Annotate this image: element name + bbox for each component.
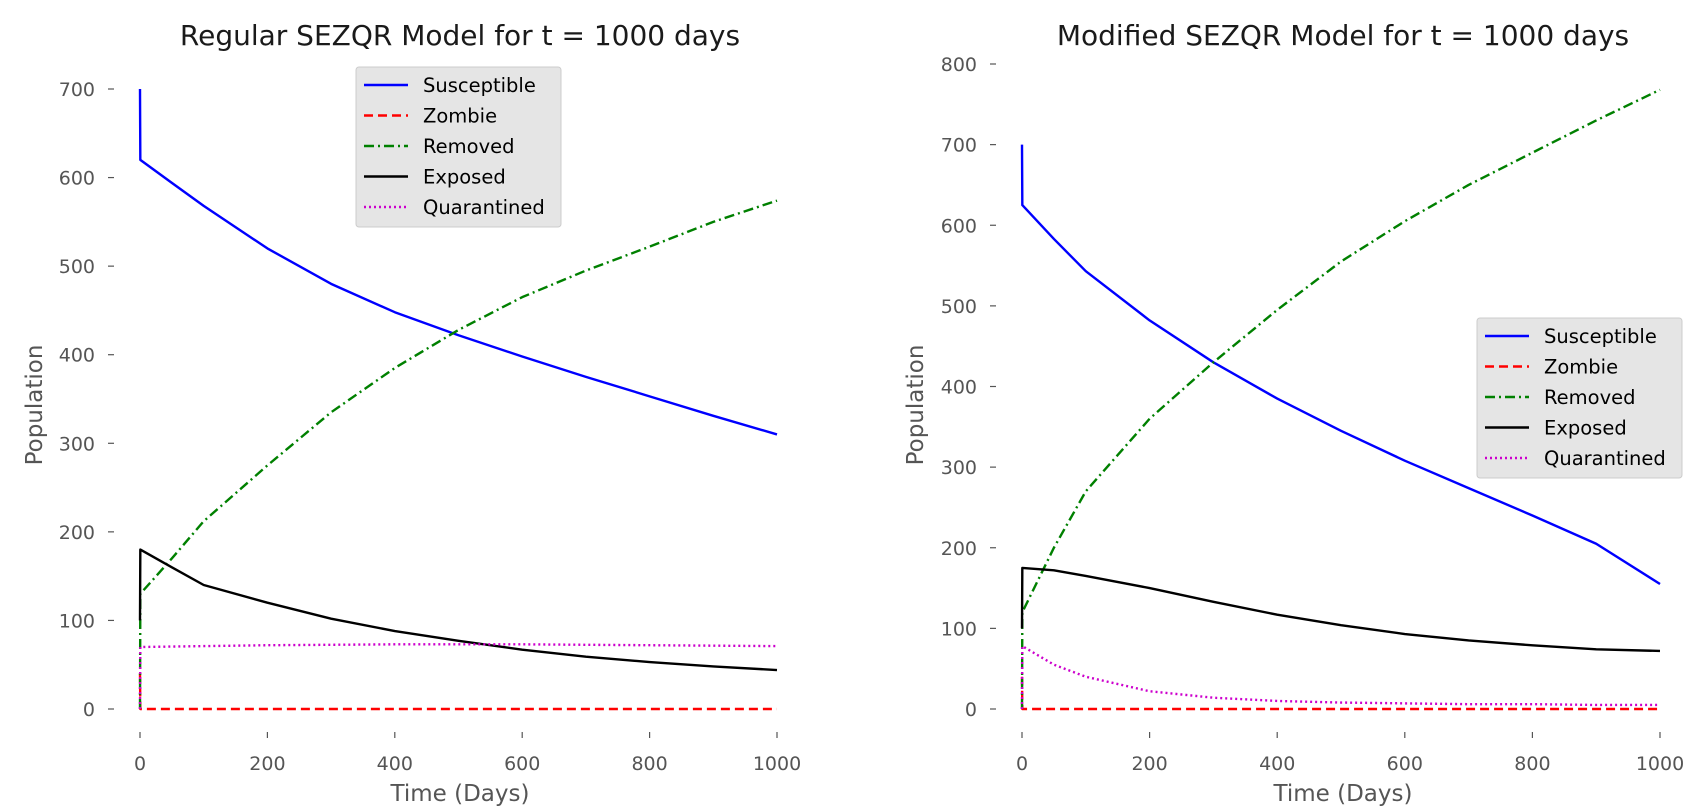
lines-modified bbox=[1020, 88, 1661, 711]
y-tick-label: 300 bbox=[59, 433, 95, 455]
ticks-modified: 0 200 400 600 800 1000 0 100 200 300 400 500 600 700 8… bbox=[941, 54, 1684, 775]
x-tick-label: 0 bbox=[1016, 753, 1028, 775]
lines-regular bbox=[138, 88, 778, 711]
series-line-removed bbox=[1020, 88, 1661, 710]
y-tick-label: 700 bbox=[59, 79, 95, 101]
legend-label-zombie: Zombie bbox=[1544, 356, 1618, 379]
y-tick-label: 100 bbox=[941, 618, 977, 640]
legend-label-exposed: Exposed bbox=[423, 166, 506, 189]
x-tick-label: 800 bbox=[1514, 753, 1550, 775]
series-line-quarantined bbox=[138, 643, 778, 710]
x-tick-label: 600 bbox=[1387, 753, 1423, 775]
series-line-zombie bbox=[1020, 676, 1660, 711]
legend-label-removed: Removed bbox=[423, 135, 515, 158]
series-line-susceptible bbox=[1020, 144, 1661, 586]
series-line-susceptible bbox=[138, 88, 778, 436]
x-tick-label: 800 bbox=[631, 753, 667, 775]
y-tick-label: 700 bbox=[941, 135, 977, 157]
legend-label-exposed: Exposed bbox=[1544, 417, 1627, 440]
legend-box bbox=[355, 66, 562, 228]
y-tick-label: 800 bbox=[941, 54, 977, 76]
chart-title-modified: Modified SEZQR Model for t = 1000 days bbox=[1057, 19, 1629, 52]
y-axis-label-regular: Population bbox=[22, 345, 48, 466]
legend-label-quarantined: Quarantined bbox=[423, 196, 545, 219]
legend-regular: Susceptible Zombie Removed Exposed Quarantin… bbox=[355, 66, 562, 228]
series-line-removed bbox=[138, 199, 778, 710]
x-tick-label: 400 bbox=[377, 753, 413, 775]
legend-label-susceptible: Susceptible bbox=[1544, 325, 1657, 348]
legend-label-zombie: Zombie bbox=[423, 105, 497, 128]
ticks-regular: 0 200 400 600 800 1000 0 100 200 300 400 500 600 700 bbox=[59, 79, 801, 775]
x-tick-label: 600 bbox=[504, 753, 540, 775]
series-line-zombie bbox=[138, 673, 777, 711]
y-tick-label: 100 bbox=[59, 610, 95, 632]
series-line-exposed bbox=[1020, 566, 1661, 653]
x-tick-label: 1000 bbox=[753, 753, 801, 775]
y-tick-label: 200 bbox=[941, 538, 977, 560]
x-axis-label-regular: Time (Days) bbox=[390, 781, 530, 807]
chart-regular: Regular SEZQR Model for t = 1000 days Ti… bbox=[22, 19, 801, 807]
y-axis-label-modified: Population bbox=[903, 345, 929, 466]
legend-label-quarantined: Quarantined bbox=[1544, 447, 1666, 470]
legend-label-susceptible: Susceptible bbox=[423, 74, 536, 97]
y-tick-label: 400 bbox=[941, 377, 977, 399]
x-tick-label: 1000 bbox=[1636, 753, 1684, 775]
y-tick-label: 300 bbox=[941, 457, 977, 479]
chart-modified: Modified SEZQR Model for t = 1000 days T… bbox=[903, 19, 1684, 807]
chart-title-regular: Regular SEZQR Model for t = 1000 days bbox=[180, 19, 740, 52]
y-tick-label: 500 bbox=[59, 256, 95, 278]
series-line-quarantined bbox=[1020, 644, 1660, 710]
x-axis-label-modified: Time (Days) bbox=[1273, 781, 1413, 807]
y-tick-label: 400 bbox=[59, 345, 95, 367]
x-tick-label: 200 bbox=[249, 753, 285, 775]
y-tick-label: 600 bbox=[941, 215, 977, 237]
y-tick-label: 500 bbox=[941, 296, 977, 318]
x-tick-label: 0 bbox=[134, 753, 146, 775]
y-tick-label: 600 bbox=[59, 168, 95, 190]
y-tick-label: 200 bbox=[59, 522, 95, 544]
x-tick-label: 200 bbox=[1131, 753, 1167, 775]
legend-label-removed: Removed bbox=[1544, 386, 1636, 409]
y-tick-label: 0 bbox=[965, 699, 977, 721]
legend-modified: Susceptible Zombie Removed Exposed Quarantin… bbox=[1476, 317, 1683, 479]
legend-box bbox=[1476, 317, 1683, 479]
series-line-exposed bbox=[138, 548, 778, 672]
y-tick-label: 0 bbox=[83, 699, 95, 721]
x-tick-label: 400 bbox=[1259, 753, 1295, 775]
